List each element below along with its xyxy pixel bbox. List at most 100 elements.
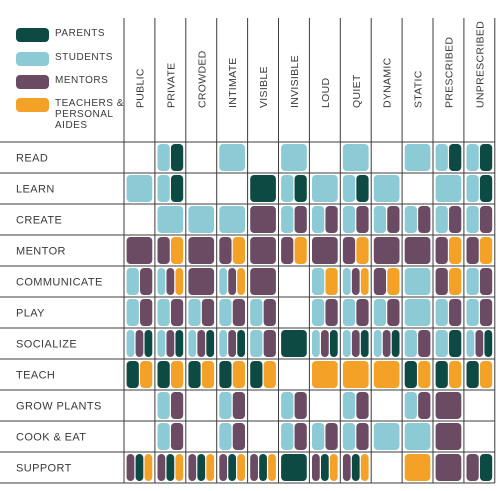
column-label: QUIET: [351, 74, 363, 108]
cell-bar-parents: [329, 330, 338, 357]
cell-bar-parents: [228, 454, 237, 481]
legend-mentors: MENTORS: [16, 75, 108, 89]
cell-bar-mentors: [250, 206, 276, 233]
cell-bar-parents: [391, 330, 400, 357]
cell-bar-mentors: [294, 206, 307, 233]
cell-bar-students: [342, 175, 356, 202]
cell-bar-mentors: [219, 454, 228, 481]
cell-bar-mentors: [356, 392, 369, 419]
cell-bar-students: [404, 206, 417, 233]
cell-bar-mentors: [250, 268, 276, 295]
cell-bar-students: [219, 299, 232, 326]
cell-bar-mentors: [232, 423, 245, 450]
cell-bar-parents: [404, 361, 417, 388]
cell-bar-mentors: [475, 330, 484, 357]
cell-bar-mentors: [351, 330, 360, 357]
cell-bar-students: [312, 175, 338, 202]
cell-bar-parents: [351, 454, 360, 481]
cell-bar-parents: [237, 330, 245, 357]
cell-bar-students: [219, 392, 232, 419]
cell-bar-mentors: [170, 392, 184, 419]
cell-bar-parents: [479, 454, 493, 481]
cell-bar-mentors: [312, 237, 338, 264]
cell-bar-teachers: [356, 237, 369, 264]
cell-bar-mentors: [197, 330, 206, 357]
cell-bar-parents: [166, 454, 175, 481]
cell-bar-mentors: [435, 392, 462, 419]
cell-bar-students: [342, 392, 356, 419]
cell-bar-students: [373, 206, 387, 233]
cell-bar-students: [466, 206, 479, 233]
cell-bar-students: [342, 144, 369, 171]
cell-bar-mentors: [312, 454, 320, 481]
cell-bar-teachers: [170, 237, 184, 264]
cell-bar-mentors: [294, 423, 307, 450]
cell-bar-students: [435, 299, 448, 326]
cell-bar-mentors: [404, 237, 431, 264]
row-label: CREATE: [16, 215, 62, 227]
row-label: TEACH: [16, 370, 55, 382]
cell-bar-mentors: [449, 206, 462, 233]
cell-bar-mentors: [170, 299, 184, 326]
cell-bar-mentors: [387, 206, 400, 233]
cell-bar-teachers: [479, 237, 493, 264]
cell-bar-mentors: [140, 268, 153, 295]
cell-bar-students: [312, 268, 325, 295]
cell-bar-students: [126, 299, 139, 326]
cell-bar-mentors: [135, 330, 144, 357]
cell-bar-students: [466, 268, 479, 295]
column-label: INTIMATE: [227, 57, 239, 108]
cell-bar-mentors: [356, 299, 369, 326]
cell-bar-teachers: [479, 361, 493, 388]
column-label: LOUD: [320, 78, 332, 108]
cell-bar-students: [466, 144, 479, 171]
row-label: MENTOR: [16, 246, 66, 258]
row-label: GROW PLANTS: [16, 401, 102, 413]
cell-bar-teachers: [418, 361, 431, 388]
cell-bar-parents: [281, 454, 307, 481]
cell-bar-mentors: [418, 330, 431, 357]
cell-bar-students: [466, 299, 479, 326]
cell-bar-students: [188, 330, 197, 357]
cell-bar-students: [373, 175, 400, 202]
row-label: PLAY: [16, 308, 45, 320]
cell-bar-students: [219, 423, 232, 450]
cell-bar-mentors: [418, 206, 431, 233]
cell-bar-mentors: [325, 206, 338, 233]
cell-bar-parents: [479, 175, 493, 202]
cell-bar-teachers: [360, 454, 369, 481]
cell-bar-mentors: [232, 392, 245, 419]
column-label: INVISIBLE: [289, 55, 301, 108]
cell-bar-parents: [466, 361, 479, 388]
cell-bar-parents: [479, 144, 493, 171]
row-label: READ: [16, 153, 48, 165]
cell-bar-teachers: [140, 361, 153, 388]
cell-bar-students: [281, 206, 294, 233]
cell-bar-parents: [157, 361, 170, 388]
cell-bar-teachers: [325, 268, 338, 295]
cell-bar-mentors: [232, 299, 245, 326]
cell-bar-mentors: [263, 299, 276, 326]
cell-bar-students: [342, 299, 356, 326]
cell-bar-students: [126, 330, 135, 357]
cell-bar-students: [404, 392, 417, 419]
cell-bar-parents: [294, 175, 307, 202]
cell-bar-teachers: [201, 361, 215, 388]
cell-bar-students: [157, 175, 170, 202]
cell-bar-mentors: [435, 454, 462, 481]
cell-bar-parents: [219, 361, 232, 388]
cell-bar-mentors: [479, 206, 493, 233]
cell-bar-mentors: [219, 237, 232, 264]
cell-bar-students: [342, 268, 351, 295]
cell-bar-students: [126, 175, 153, 202]
cell-bar-mentors: [325, 423, 338, 450]
cell-bar-teachers: [329, 454, 338, 481]
cell-bar-mentors: [281, 237, 294, 264]
column-label: DYNAMIC: [382, 57, 394, 108]
column-label: STATIC: [413, 70, 425, 108]
cell-bar-teachers: [206, 454, 215, 481]
cell-bar-parents: [170, 175, 184, 202]
cell-bar-parents: [449, 144, 462, 171]
cell-bar-mentors: [294, 392, 307, 419]
legend-swatch-parents: [16, 28, 49, 42]
